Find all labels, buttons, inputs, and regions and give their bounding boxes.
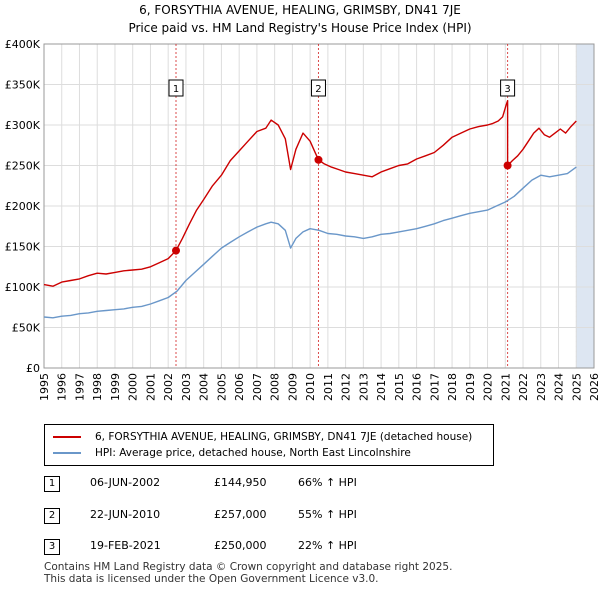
x-tick-label: 2018 bbox=[446, 373, 459, 401]
y-tick-label: £0 bbox=[26, 362, 40, 375]
x-tick-label: 2015 bbox=[393, 373, 406, 401]
y-tick-label: £200K bbox=[5, 200, 41, 213]
plot-frame bbox=[43, 43, 595, 369]
sale-point bbox=[503, 161, 512, 170]
x-tick-label: 1995 bbox=[38, 373, 51, 401]
sale-date: 06-JUN-2002 bbox=[90, 476, 161, 489]
footer-license: This data is licensed under the Open Gov… bbox=[44, 573, 379, 585]
sale-point bbox=[172, 246, 180, 255]
legend-label-property: 6, FORSYTHIA AVENUE, HEALING, GRIMSBY, D… bbox=[95, 431, 473, 443]
footer-copyright: Contains HM Land Registry data © Crown c… bbox=[44, 561, 453, 573]
x-tick-label: 2014 bbox=[375, 373, 388, 401]
x-tick-label: 2004 bbox=[198, 373, 211, 401]
sale-hpi-change: 66% ↑ HPI bbox=[298, 476, 357, 489]
y-tick-label: £50K bbox=[12, 322, 41, 335]
x-tick-label: 2006 bbox=[233, 373, 246, 401]
legend-item-hpi: HPI: Average price, detached house, Nort… bbox=[53, 445, 411, 461]
legend-swatch-property bbox=[53, 436, 81, 438]
sale-badge: 1 bbox=[44, 476, 60, 492]
x-tick-label: 2013 bbox=[357, 373, 370, 401]
legend-swatch-hpi bbox=[53, 452, 81, 454]
hpi-line bbox=[43, 166, 577, 319]
sale-number-box bbox=[168, 79, 184, 97]
sale-number-label: 2 bbox=[315, 84, 321, 95]
y-tick-label: £350K bbox=[5, 79, 41, 92]
x-tick-label: 2008 bbox=[269, 373, 282, 401]
x-tick-label: 2010 bbox=[304, 373, 317, 401]
sale-hpi-change: 55% ↑ HPI bbox=[298, 508, 357, 521]
sale-badge: 3 bbox=[44, 539, 60, 555]
x-tick-label: 2000 bbox=[127, 373, 140, 401]
x-tick-label: 2023 bbox=[535, 373, 548, 401]
y-tick-label: £400K bbox=[5, 38, 41, 51]
sale-date: 19-FEB-2021 bbox=[90, 539, 161, 552]
sale-point bbox=[314, 155, 323, 164]
sale-badge: 2 bbox=[44, 508, 60, 524]
x-tick-label: 1999 bbox=[109, 373, 122, 401]
x-tick-label: 2022 bbox=[517, 373, 530, 401]
sale-date: 22-JUN-2010 bbox=[90, 508, 161, 521]
y-tick-label: £150K bbox=[5, 241, 41, 254]
x-tick-label: 2011 bbox=[322, 373, 335, 401]
sale-number-label: 1 bbox=[173, 84, 179, 95]
x-tick-label: 2003 bbox=[180, 373, 193, 401]
x-tick-label: 2017 bbox=[428, 373, 441, 401]
x-tick-label: 1998 bbox=[91, 373, 104, 401]
chart-subtitle: Price paid vs. HM Land Registry's House … bbox=[128, 21, 472, 35]
x-tick-label: 2012 bbox=[340, 373, 353, 401]
y-tick-label: £100K bbox=[5, 281, 41, 294]
sale-number-box bbox=[310, 79, 326, 97]
sale-price: £250,000 bbox=[214, 539, 267, 552]
sale-price: £144,950 bbox=[214, 476, 267, 489]
sale-number-box bbox=[500, 79, 516, 97]
x-tick-label: 2021 bbox=[499, 373, 512, 401]
property-line bbox=[43, 99, 577, 287]
chart-legend: 6, FORSYTHIA AVENUE, HEALING, GRIMSBY, D… bbox=[44, 424, 494, 466]
y-tick-label: £300K bbox=[5, 119, 41, 132]
x-tick-label: 2002 bbox=[162, 373, 175, 401]
x-tick-label: 2026 bbox=[588, 373, 600, 401]
x-tick-label: 1997 bbox=[73, 373, 86, 401]
x-tick-label: 2007 bbox=[251, 373, 264, 401]
x-tick-label: 2005 bbox=[215, 373, 228, 401]
x-tick-label: 2001 bbox=[144, 373, 157, 401]
x-tick-label: 2019 bbox=[464, 373, 477, 401]
x-tick-label: 2025 bbox=[570, 373, 583, 401]
sale-hpi-change: 22% ↑ HPI bbox=[298, 539, 357, 552]
x-tick-label: 2024 bbox=[553, 373, 566, 401]
chart-title: 6, FORSYTHIA AVENUE, HEALING, GRIMSBY, D… bbox=[139, 3, 461, 17]
x-tick-label: 2020 bbox=[482, 373, 495, 401]
x-tick-label: 2009 bbox=[286, 373, 299, 401]
sale-price: £257,000 bbox=[214, 508, 267, 521]
legend-item-property: 6, FORSYTHIA AVENUE, HEALING, GRIMSBY, D… bbox=[53, 429, 472, 445]
sale-number-label: 3 bbox=[504, 84, 510, 95]
y-tick-label: £250K bbox=[5, 160, 41, 173]
price-chart: £0 £50K £100K £150K £200K £250K £300K £350K £400… bbox=[5, 38, 600, 401]
x-tick-label: 1996 bbox=[56, 373, 69, 401]
x-tick-label: 2016 bbox=[411, 373, 424, 401]
legend-label-hpi: HPI: Average price, detached house, Nort… bbox=[95, 447, 411, 459]
